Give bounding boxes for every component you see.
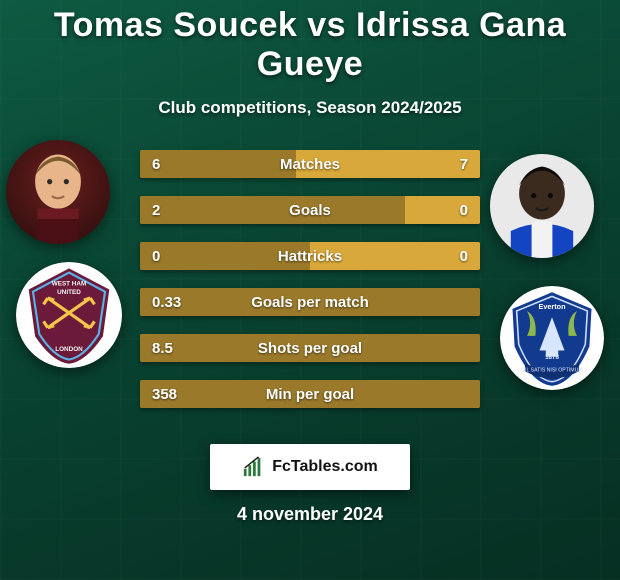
stat-row: 2Goals0	[140, 196, 480, 224]
stat-row: 0.33Goals per match	[140, 288, 480, 316]
bar-values: 0Hattricks0	[140, 242, 480, 270]
stat-right-value: 0	[460, 202, 468, 219]
svg-text:NIL SATIS NISI OPTIMUM: NIL SATIS NISI OPTIMUM	[521, 367, 582, 373]
club-right-crest: Everton NIL SATIS NISI OPTIMUM 1878	[500, 286, 604, 390]
svg-text:1878: 1878	[545, 354, 559, 361]
page-title: Tomas Soucek vs Idrissa Gana Gueye	[0, 0, 620, 84]
stat-label: Goals per match	[140, 294, 480, 311]
branding-badge: FcTables.com	[210, 444, 410, 490]
stat-left-value: 6	[152, 156, 160, 173]
branding-logo-icon	[242, 456, 264, 478]
stat-label: Shots per goal	[140, 340, 480, 357]
date-text: 4 november 2024	[0, 504, 620, 525]
stat-left-value: 2	[152, 202, 160, 219]
bar-values: 358Min per goal	[140, 380, 480, 408]
stat-left-value: 0	[152, 248, 160, 265]
svg-text:UNITED: UNITED	[57, 289, 81, 296]
svg-text:LONDON: LONDON	[55, 346, 83, 353]
stat-label: Min per goal	[140, 386, 480, 403]
stat-row: 6Matches7	[140, 150, 480, 178]
stat-row: 8.5Shots per goal	[140, 334, 480, 362]
subtitle: Club competitions, Season 2024/2025	[0, 98, 620, 118]
stat-row: 0Hattricks0	[140, 242, 480, 270]
player-left-photo	[6, 140, 110, 244]
stat-label: Hattricks	[140, 248, 480, 265]
svg-text:Everton: Everton	[538, 302, 565, 311]
stat-left-value: 8.5	[152, 340, 173, 357]
comparison-arena: WEST HAM UNITED LONDON Everton NIL SATIS…	[0, 140, 620, 430]
player-right-photo	[490, 154, 594, 258]
svg-text:WEST HAM: WEST HAM	[52, 280, 87, 287]
stat-label: Matches	[140, 156, 480, 173]
bar-values: 0.33Goals per match	[140, 288, 480, 316]
bar-values: 8.5Shots per goal	[140, 334, 480, 362]
bar-values: 2Goals0	[140, 196, 480, 224]
stat-label: Goals	[140, 202, 480, 219]
stat-right-value: 7	[460, 156, 468, 173]
stat-left-value: 0.33	[152, 294, 181, 311]
branding-text: FcTables.com	[272, 458, 378, 476]
stat-right-value: 0	[460, 248, 468, 265]
bar-values: 6Matches7	[140, 150, 480, 178]
stat-bars: 6Matches72Goals00Hattricks00.33Goals per…	[140, 150, 480, 408]
stat-left-value: 358	[152, 386, 177, 403]
club-left-crest: WEST HAM UNITED LONDON	[16, 262, 122, 368]
stat-row: 358Min per goal	[140, 380, 480, 408]
